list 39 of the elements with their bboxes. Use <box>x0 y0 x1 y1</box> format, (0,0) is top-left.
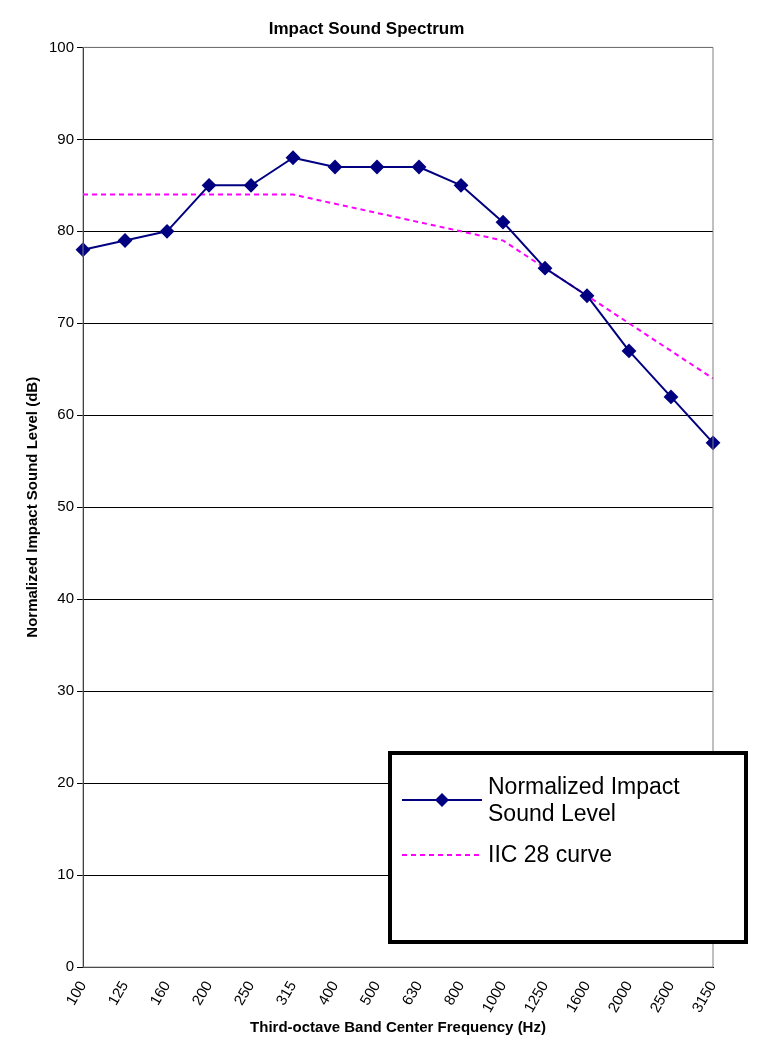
x-tick-label: 125 <box>103 977 132 1008</box>
point <box>286 150 301 165</box>
chart-title: Impact Sound Spectrum <box>268 18 465 38</box>
x-tick-label: 400 <box>313 977 342 1008</box>
legend-label: IIC 28 curve <box>488 841 612 869</box>
point <box>328 159 343 174</box>
y-tick-label: 90 <box>57 129 75 147</box>
x-tick-label: 160 <box>145 977 174 1008</box>
y-tick-label: 50 <box>57 497 75 515</box>
legend-label: Normalized Impact Sound Level <box>488 773 681 828</box>
point <box>664 389 678 404</box>
x-tick-label: 630 <box>397 977 426 1008</box>
y-tick-label: 60 <box>57 405 75 423</box>
point <box>160 224 175 239</box>
y-tick-label: 40 <box>57 589 75 607</box>
y-axis-title: Normalized Impact Sound Level (dB) <box>23 376 41 638</box>
point <box>202 178 217 193</box>
point <box>538 261 553 276</box>
y-tick-label: 100 <box>49 37 75 55</box>
x-tick-label: 250 <box>229 977 258 1008</box>
y-tick-label: 30 <box>57 681 75 699</box>
point <box>580 288 595 303</box>
y-tick-label: 10 <box>57 865 75 883</box>
point <box>454 178 469 193</box>
point <box>496 215 511 230</box>
y-tick-label: 70 <box>57 313 75 331</box>
x-tick-label: 500 <box>355 977 384 1008</box>
point <box>370 159 385 174</box>
point <box>244 178 259 193</box>
x-axis-title: Third-octave Band Center Frequency (Hz) <box>250 1018 546 1036</box>
point <box>118 233 133 248</box>
x-tick-label: 800 <box>439 977 468 1008</box>
x-tick-label: 315 <box>271 977 300 1008</box>
x-tick-label: 200 <box>187 977 216 1008</box>
y-tick-label: 80 <box>57 221 75 239</box>
point <box>622 343 636 358</box>
y-tick-label: 20 <box>57 773 75 791</box>
y-tick-label: 0 <box>65 957 75 975</box>
point <box>412 159 427 174</box>
